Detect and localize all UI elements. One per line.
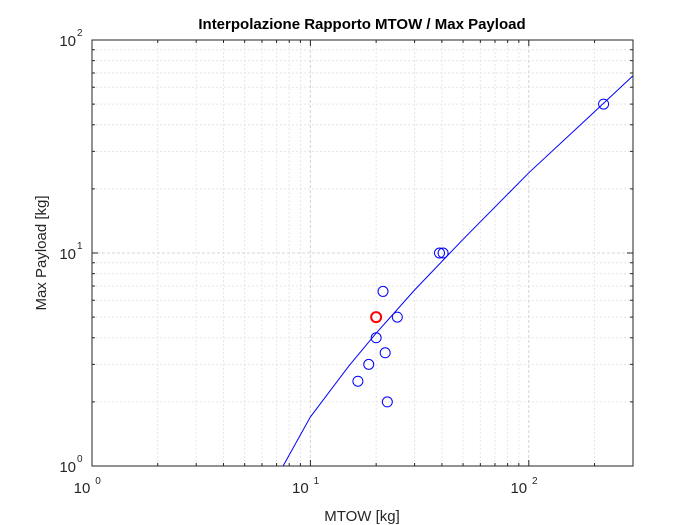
axis-ticks xyxy=(91,39,634,467)
tick-labels: 10 0 10 1 10 210 010 110 2 xyxy=(59,28,538,497)
x-tick-label: 10 xyxy=(74,480,91,497)
data-point xyxy=(370,332,382,344)
data-point xyxy=(391,311,403,323)
x-tick-label-exponent: 1 xyxy=(314,476,320,487)
data-point xyxy=(598,98,610,110)
data-point xyxy=(379,347,391,359)
x-axis-label: MTOW [kg] xyxy=(324,508,400,525)
data-point xyxy=(437,247,449,259)
x-tick-label-exponent: 2 xyxy=(532,476,538,487)
x-tick-label: 10 xyxy=(510,480,527,497)
x-tick-label: 10 xyxy=(292,480,309,497)
data-points-layer xyxy=(352,98,610,408)
y-tick-label-exponent: 2 xyxy=(77,28,83,39)
highlight-point xyxy=(370,311,383,324)
y-axis-label: Max Payload [kg] xyxy=(33,195,50,310)
fit-curve xyxy=(282,75,634,467)
chart-title: Interpolazione Rapporto MTOW / Max Paylo… xyxy=(198,16,525,33)
y-tick-label-exponent: 1 xyxy=(77,241,83,252)
y-tick-label-exponent: 0 xyxy=(77,454,83,465)
data-point xyxy=(352,375,364,387)
data-point xyxy=(433,247,445,259)
y-tick-label: 10 xyxy=(59,459,76,476)
data-point xyxy=(363,358,375,370)
y-tick-label: 10 xyxy=(59,33,76,50)
data-point xyxy=(381,396,393,408)
data-point xyxy=(377,285,389,297)
x-tick-label-exponent: 0 xyxy=(95,476,101,487)
y-tick-label: 10 xyxy=(59,246,76,263)
fit-curve-layer xyxy=(282,75,634,467)
